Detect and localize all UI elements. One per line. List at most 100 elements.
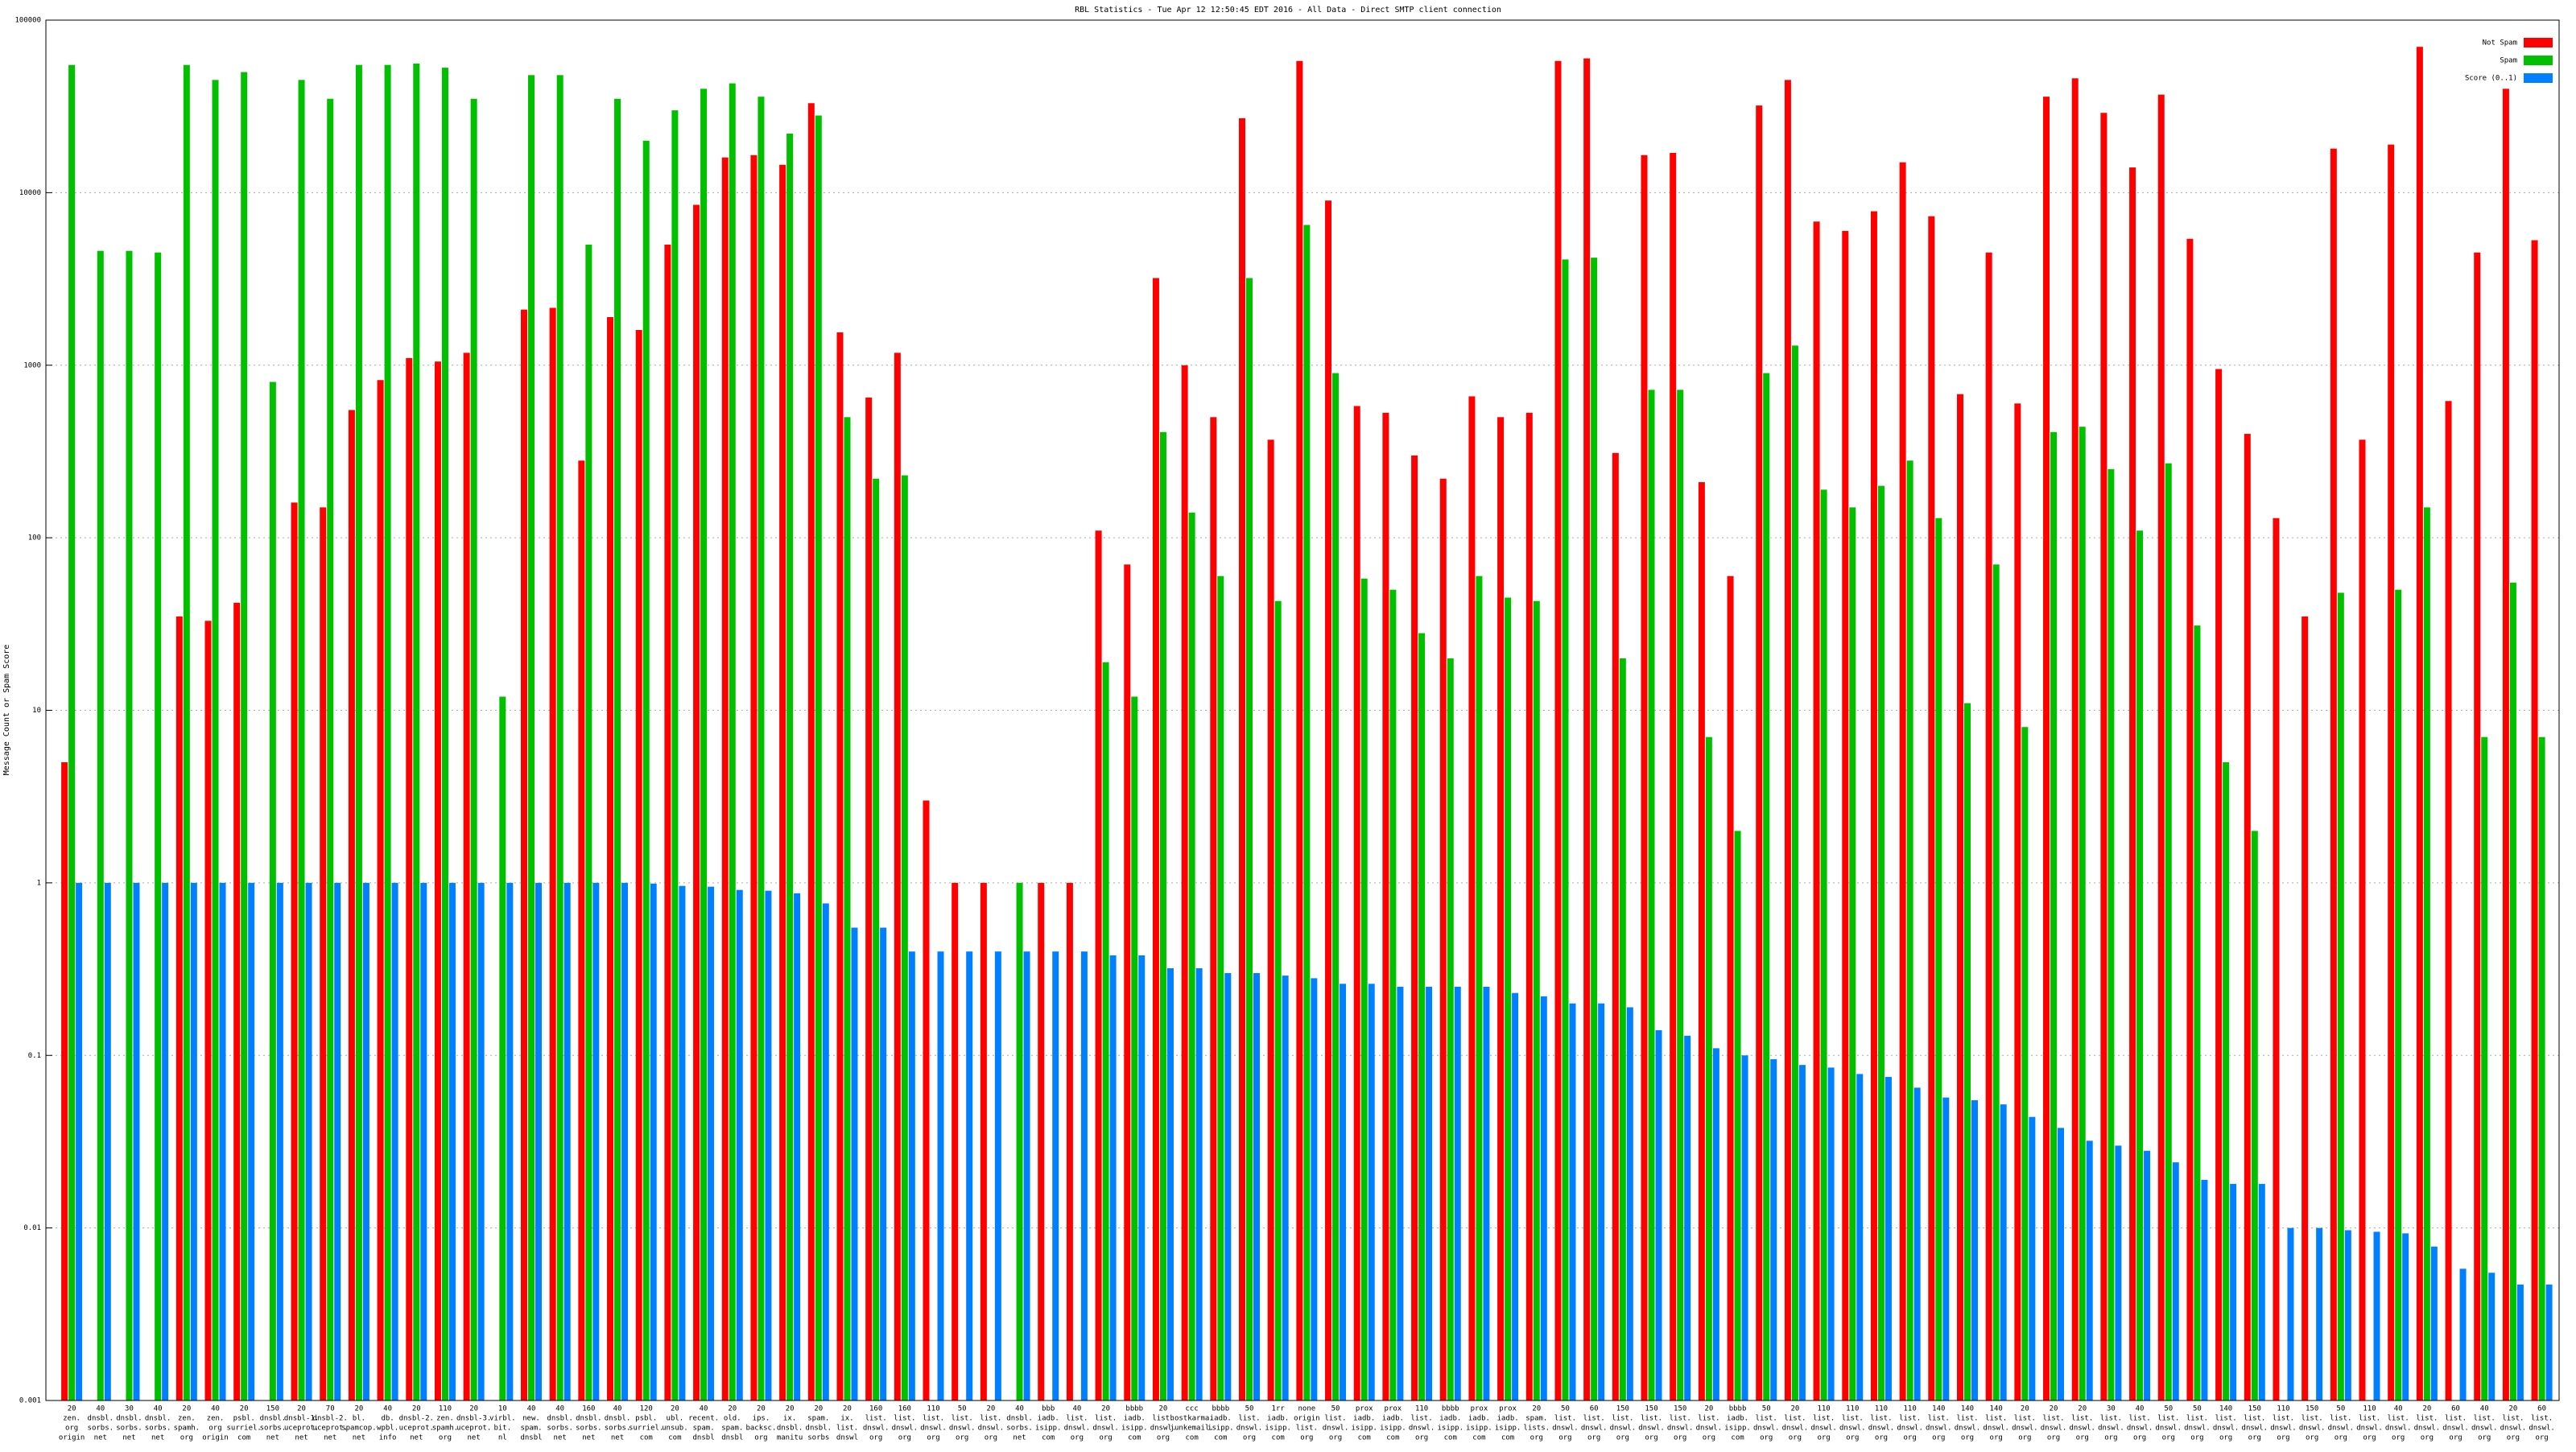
- x-tick-label: list.: [1698, 1415, 1719, 1423]
- bar: [1397, 986, 1404, 1400]
- x-tick-label: 20: [757, 1405, 766, 1413]
- bar: [1360, 578, 1368, 1400]
- bar: [585, 244, 592, 1400]
- bar: [1426, 986, 1433, 1400]
- x-tick-label: spam.: [807, 1415, 829, 1423]
- x-tick-label: sorbs.: [260, 1425, 287, 1433]
- x-tick-label: isipp.: [1380, 1425, 1406, 1433]
- x-tick-label: psbl.: [233, 1415, 255, 1423]
- x-tick-label: 20: [2078, 1405, 2087, 1413]
- x-tick-label: list.: [923, 1415, 944, 1423]
- x-tick-label: net: [324, 1434, 336, 1442]
- x-tick-label: isipp.: [1351, 1425, 1377, 1433]
- bar: [1963, 703, 1971, 1400]
- bar: [441, 68, 448, 1400]
- x-tick-label: none: [1298, 1405, 1316, 1413]
- bar: [894, 353, 901, 1400]
- x-tick-label: com: [1185, 1434, 1198, 1442]
- bar: [334, 882, 341, 1400]
- bar: [527, 75, 535, 1401]
- bar: [2107, 468, 2115, 1400]
- bar: [2071, 78, 2079, 1401]
- bar: [664, 244, 671, 1400]
- x-tick-label: dnsbl.: [605, 1415, 631, 1423]
- x-tick-label: 110: [2363, 1405, 2376, 1413]
- x-tick-label: list.: [2014, 1415, 2036, 1423]
- x-tick-label: 40: [613, 1405, 622, 1413]
- bar: [477, 882, 485, 1400]
- bar: [1655, 1029, 1662, 1400]
- x-tick-label: 20: [2508, 1405, 2517, 1413]
- bar: [765, 890, 772, 1400]
- bar: [729, 83, 736, 1401]
- bar: [1245, 278, 1253, 1400]
- bar: [750, 155, 758, 1401]
- bar: [1849, 507, 1856, 1400]
- bar: [1813, 221, 1820, 1401]
- bar: [1677, 390, 1684, 1400]
- y-tick-label: 100000: [14, 17, 41, 25]
- x-tick-label: list.: [836, 1425, 858, 1433]
- x-tick-label: dnswl.: [1810, 1425, 1837, 1433]
- x-tick-label: dnsbl-1.: [284, 1415, 319, 1423]
- bar: [1483, 986, 1490, 1400]
- bar: [2301, 616, 2309, 1400]
- x-tick-label: com: [1128, 1434, 1141, 1442]
- x-tick-label: org: [2133, 1434, 2146, 1442]
- x-tick-label: 110: [439, 1405, 452, 1413]
- x-tick-label: ips.: [753, 1415, 770, 1423]
- x-tick-label: 50: [2164, 1405, 2173, 1413]
- x-tick-label: ubl.: [667, 1415, 684, 1423]
- bar: [1820, 489, 1827, 1400]
- bar: [923, 800, 930, 1400]
- bar: [384, 64, 391, 1400]
- x-tick-label: 40: [211, 1405, 220, 1413]
- x-tick-label: org: [2018, 1434, 2031, 1442]
- x-tick-label: 150: [1674, 1405, 1686, 1413]
- bar: [2373, 1231, 2380, 1400]
- x-tick-label: 40: [1072, 1405, 1081, 1413]
- x-tick-label: dnswl.: [1983, 1425, 2009, 1433]
- x-tick-label: dnswl.: [949, 1425, 976, 1433]
- x-tick-label: org: [2507, 1434, 2520, 1442]
- x-tick-label: dnswl.: [920, 1425, 947, 1433]
- bar: [190, 882, 197, 1400]
- x-tick-label: list.: [1670, 1415, 1691, 1423]
- x-tick-label: 20: [240, 1405, 249, 1413]
- bar: [1109, 955, 1117, 1400]
- bar: [2165, 463, 2172, 1400]
- x-tick-label: 50: [2336, 1405, 2345, 1413]
- bar: [1684, 1035, 1691, 1400]
- bar: [2021, 727, 2029, 1400]
- x-tick-label: list.: [2445, 1415, 2467, 1423]
- bar: [2531, 240, 2538, 1400]
- x-tick-label: 20: [728, 1405, 737, 1413]
- bar: [1784, 80, 1791, 1401]
- bar: [2273, 518, 2280, 1400]
- x-tick-label: list.: [1583, 1415, 1605, 1423]
- bar: [578, 460, 585, 1400]
- chart-title: RBL Statistics - Tue Apr 12 12:50:45 EDT…: [1075, 6, 1501, 14]
- x-tick-label: zen.: [207, 1415, 225, 1423]
- bar: [564, 882, 571, 1400]
- bar: [807, 103, 815, 1401]
- x-tick-label: dnsbl-2.: [313, 1415, 348, 1423]
- x-tick-label: dnswl.: [1667, 1425, 1694, 1433]
- x-tick-label: list.: [2502, 1415, 2524, 1423]
- x-tick-label: org: [869, 1434, 882, 1442]
- x-tick-label: bbbb: [1729, 1405, 1747, 1413]
- x-tick-label: 20: [843, 1405, 852, 1413]
- x-tick-label: 20: [1790, 1405, 1799, 1413]
- bar: [952, 882, 959, 1400]
- x-tick-label: sorbs.: [145, 1425, 171, 1433]
- x-tick-label: list.: [1641, 1415, 1662, 1423]
- bar: [155, 252, 162, 1401]
- bar: [1210, 417, 1217, 1400]
- bar: [97, 250, 104, 1401]
- x-tick-label: dnswl.: [1236, 1425, 1263, 1433]
- x-tick-label: 140: [1932, 1405, 1945, 1413]
- x-tick-label: dnswl.: [1581, 1425, 1608, 1433]
- x-tick-label: list.: [952, 1415, 973, 1423]
- x-tick-label: 20: [1101, 1405, 1110, 1413]
- bar: [779, 164, 786, 1400]
